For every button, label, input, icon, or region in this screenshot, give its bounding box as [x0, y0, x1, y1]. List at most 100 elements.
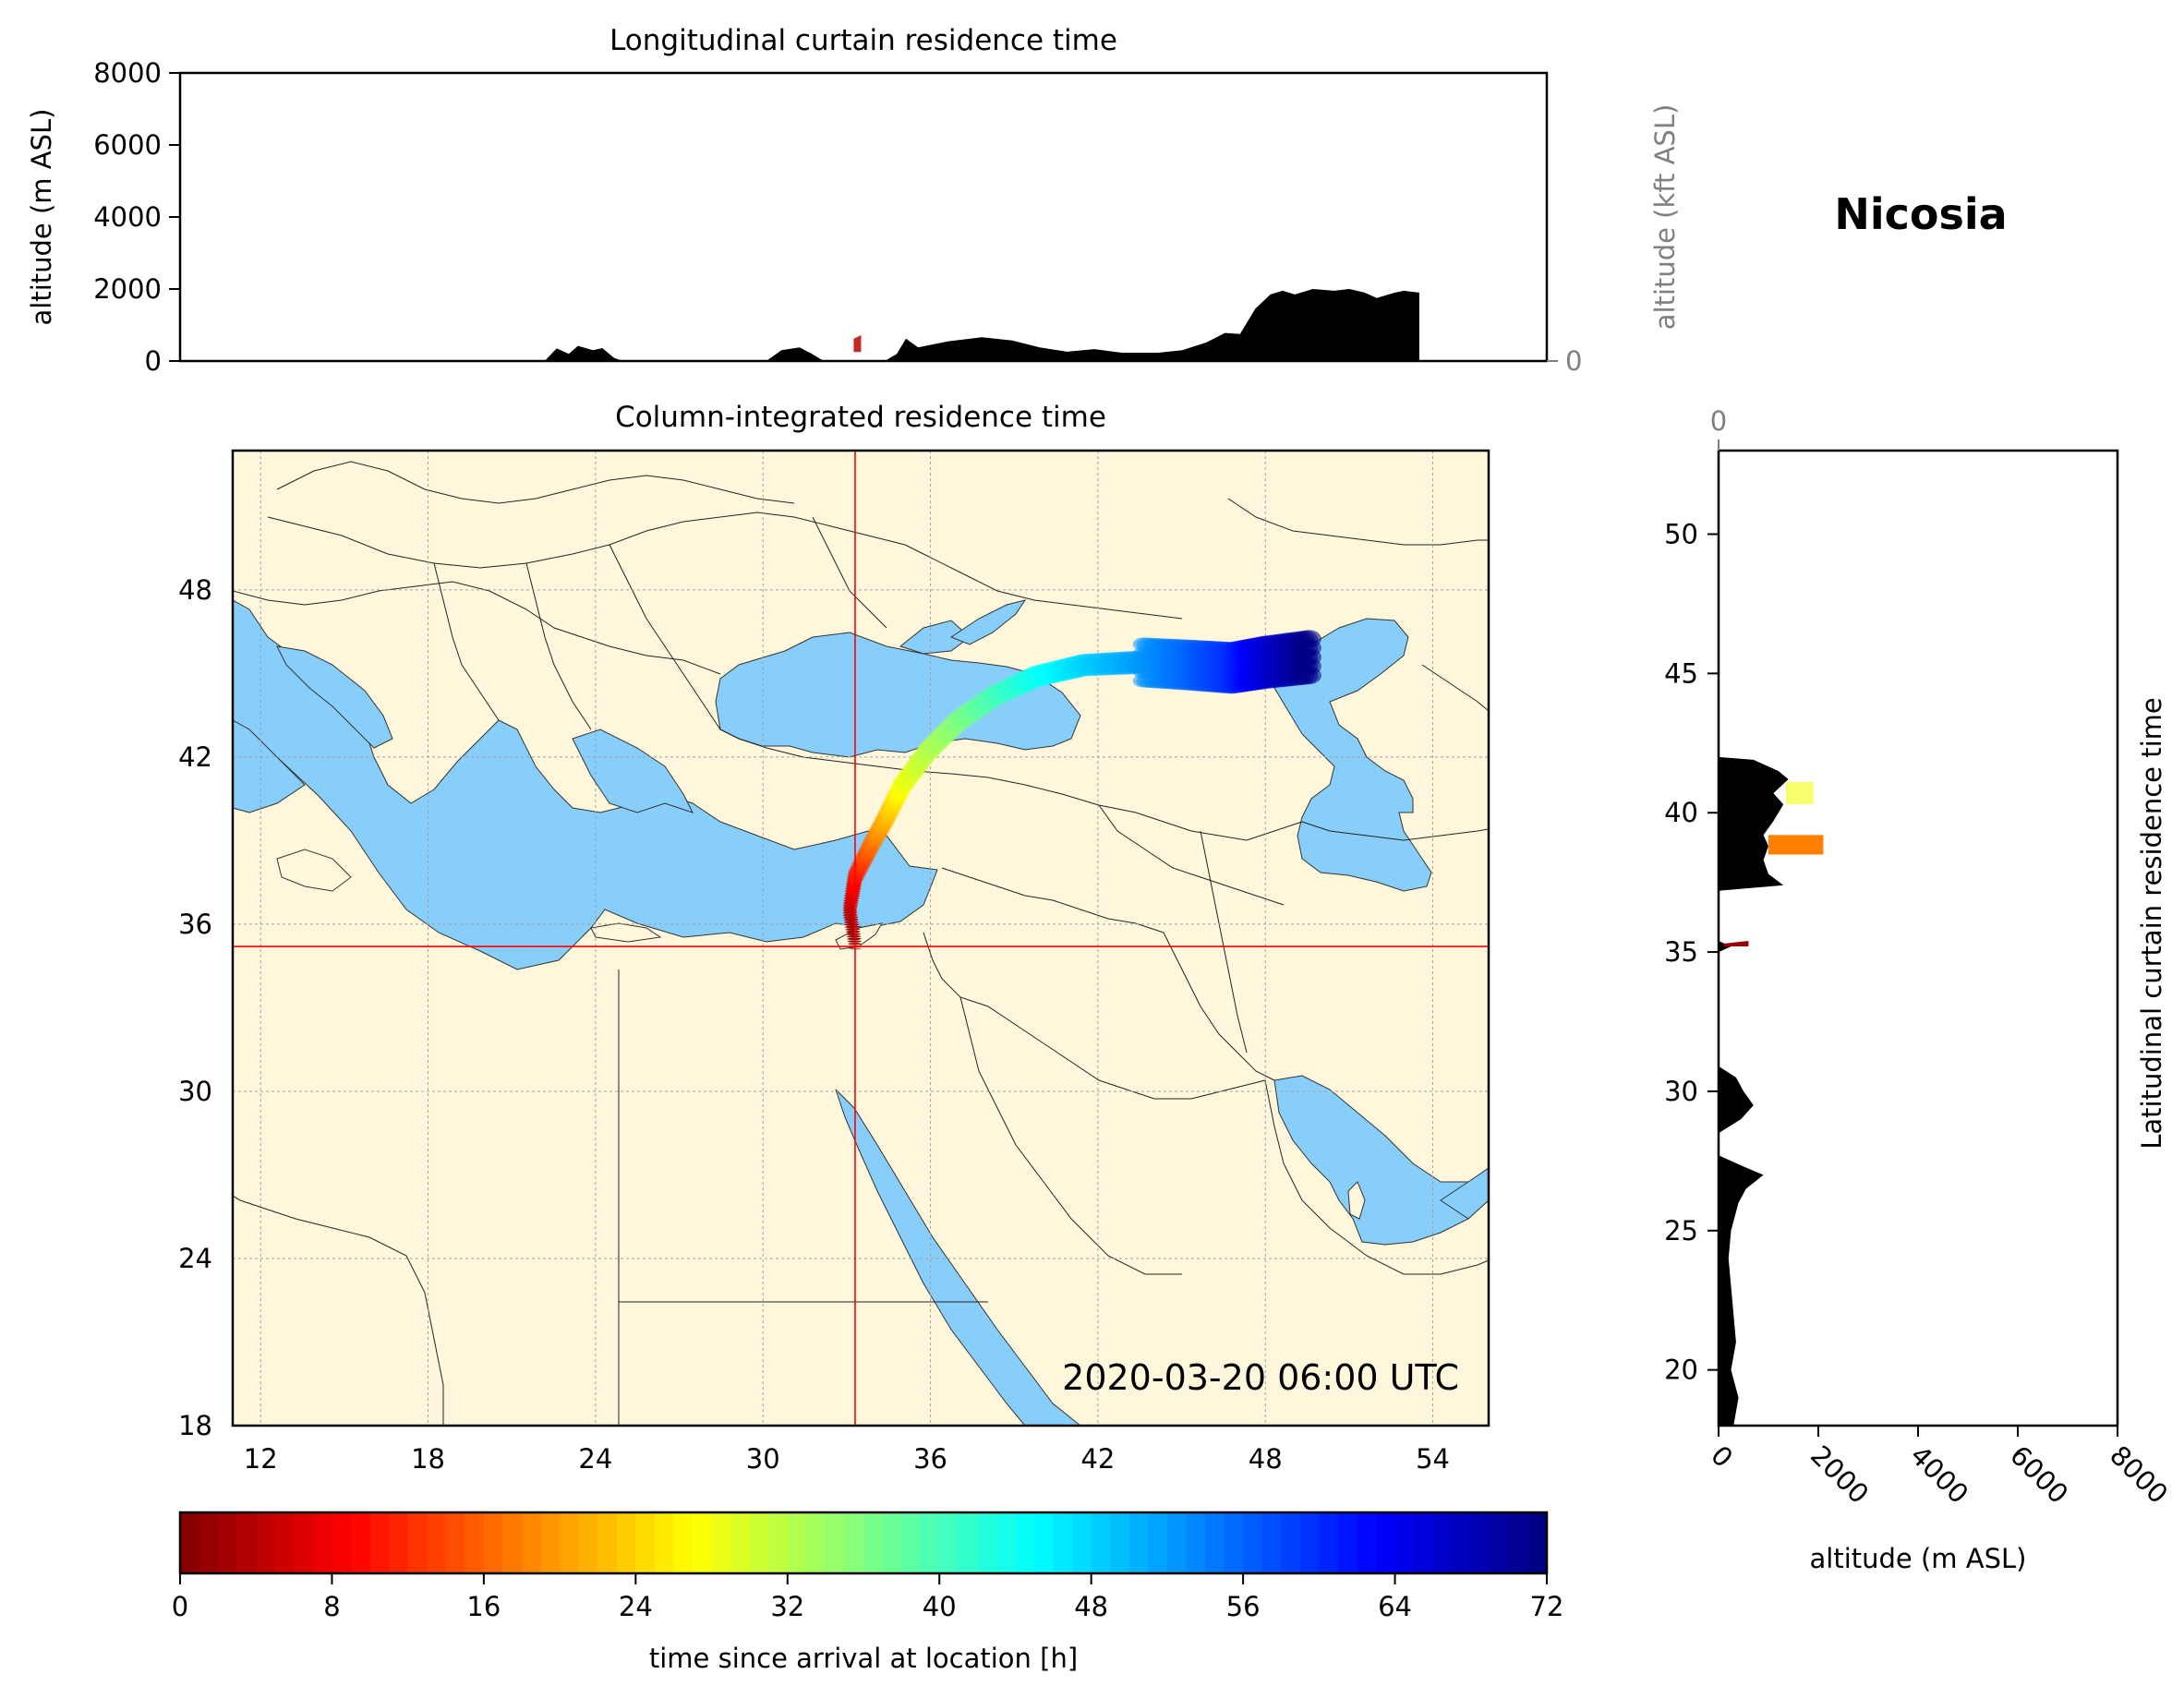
top-y-ticks: 0 2000 4000 6000 8000	[93, 57, 180, 377]
plume-cell	[847, 940, 861, 943]
plume-cell	[843, 918, 858, 921]
colorbar-cell	[522, 1512, 542, 1573]
islands	[276, 849, 1366, 1220]
colorbar-cell	[294, 1512, 314, 1573]
colorbar-cell	[389, 1512, 409, 1573]
plume-cell	[847, 937, 861, 941]
colorbar-cell	[483, 1512, 504, 1573]
plume-cell	[1297, 666, 1321, 685]
map-ytick-label: 24	[178, 1243, 212, 1274]
colorbar-gradient	[180, 1512, 1548, 1573]
top-ytick-label: 8000	[93, 57, 162, 89]
colorbar-cell	[1527, 1512, 1548, 1573]
tyrrhenian-sea	[233, 719, 306, 813]
right-xtick-label: 0	[1705, 1439, 1739, 1474]
colorbar-cell	[995, 1512, 1017, 1573]
colorbar-frame	[178, 1511, 1549, 1575]
colorbar-cell	[1394, 1512, 1415, 1573]
colorbar-cell	[958, 1512, 978, 1573]
colorbar-cell	[1015, 1512, 1035, 1573]
map-x-ticks: 12 18 24 30 36 42 48 54	[244, 1443, 1450, 1475]
right-panel-ylabel-right: Latitudinal curtain residence time	[2136, 697, 2167, 1150]
map-xtick-label: 30	[746, 1443, 780, 1475]
right-terrain-profile	[1719, 451, 1789, 1426]
colorbar-cell	[1337, 1512, 1358, 1573]
map-graticule	[233, 451, 1489, 1426]
map-ytick-label: 36	[178, 909, 212, 940]
colorbar-cell	[977, 1512, 997, 1573]
crete	[590, 922, 662, 943]
plume-cell	[846, 935, 860, 938]
right-ytick-label: 20	[1664, 1355, 1698, 1386]
country-borders	[233, 461, 1489, 1426]
map-y-ticks: 18 24 30 36 42 48	[178, 574, 212, 1441]
colorbar-tick-label: 56	[1226, 1591, 1261, 1622]
top-panel-title: Longitudinal curtain residence time	[609, 24, 1117, 57]
top-ytick-right-label: 0	[1565, 345, 1582, 377]
map-xtick-label: 24	[578, 1443, 612, 1475]
colorbar-cell	[199, 1512, 219, 1573]
right-x-ticks: 0 2000 4000 6000 8000	[1705, 1426, 2174, 1510]
colorbar-tick-label: 48	[1074, 1591, 1108, 1622]
colorbar-cell	[749, 1512, 769, 1573]
right-xtick-label: 2000	[1804, 1439, 1875, 1510]
right-x-ticks-top: 050100	[1710, 405, 1727, 451]
gulf-of-oman	[1440, 1167, 1489, 1220]
top-ytick-label: 2000	[93, 273, 162, 305]
colorbar-cell	[1128, 1512, 1149, 1573]
colorbar-cell	[1243, 1512, 1263, 1573]
colorbar-cell	[465, 1512, 485, 1573]
colorbar-cell	[1053, 1512, 1073, 1573]
colorbar-cell	[1091, 1512, 1111, 1573]
map-xtick-label: 42	[1080, 1443, 1115, 1475]
top-y-ticks-right: 050100	[1547, 345, 1582, 377]
colorbar-cell	[711, 1512, 731, 1573]
map-xtick-label: 18	[411, 1443, 445, 1475]
top-ytick-label: 0	[145, 345, 162, 377]
colorbar-cell	[844, 1512, 864, 1573]
colorbar-cell	[1261, 1512, 1282, 1573]
top-panel-ylabel: altitude (m ASL)	[26, 109, 57, 326]
colorbar-cell	[597, 1512, 618, 1573]
map-ytick-label: 48	[178, 574, 212, 606]
plume-cell	[842, 913, 857, 917]
colorbar-cell	[1452, 1512, 1472, 1573]
colorbar-tick-label: 24	[619, 1591, 653, 1622]
colorbar-cell	[1148, 1512, 1168, 1573]
map-ytick-label: 42	[178, 741, 212, 773]
residence-time-plume	[842, 630, 1321, 950]
colorbar-cell	[1072, 1512, 1092, 1573]
colorbar-cell	[1166, 1512, 1188, 1573]
colorbar-ticks: 0 8 16 24 32 40 48 56 64 72	[172, 1573, 1563, 1622]
plume-cell	[843, 909, 858, 912]
right-plume-blob	[1723, 941, 1749, 947]
colorbar-cell	[1224, 1512, 1244, 1573]
colorbar-cell	[236, 1512, 257, 1573]
adriatic-sea	[276, 645, 393, 749]
colorbar-cell	[427, 1512, 447, 1573]
colorbar: 0 8 16 24 32 40 48 56 64 72 time since arrival at…	[172, 1511, 1563, 1674]
plume-cell	[845, 928, 859, 932]
colorbar-cell	[1357, 1512, 1377, 1573]
map-xtick-label: 36	[913, 1443, 947, 1475]
plume-cell	[848, 943, 862, 945]
colorbar-cell	[578, 1512, 598, 1573]
colorbar-tick-label: 64	[1378, 1591, 1412, 1622]
colorbar-cell	[1281, 1512, 1301, 1573]
colorbar-cell	[274, 1512, 295, 1573]
persian-gulf	[1273, 1075, 1489, 1246]
azov-tip	[949, 599, 1027, 645]
colorbar-cell	[369, 1512, 390, 1573]
right-ytick-label: 25	[1664, 1215, 1698, 1246]
colorbar-cell	[1414, 1512, 1434, 1573]
top-panel-ylabel-right: altitude (kft ASL)	[1649, 104, 1681, 331]
colorbar-cell	[1299, 1512, 1320, 1573]
colorbar-cell	[1508, 1512, 1529, 1573]
colorbar-cell	[939, 1512, 959, 1573]
right-ytick-label: 35	[1664, 936, 1698, 968]
location-title: Nicosia	[1834, 189, 2007, 239]
colorbar-cell	[332, 1512, 352, 1573]
map-xtick-label: 12	[244, 1443, 278, 1475]
